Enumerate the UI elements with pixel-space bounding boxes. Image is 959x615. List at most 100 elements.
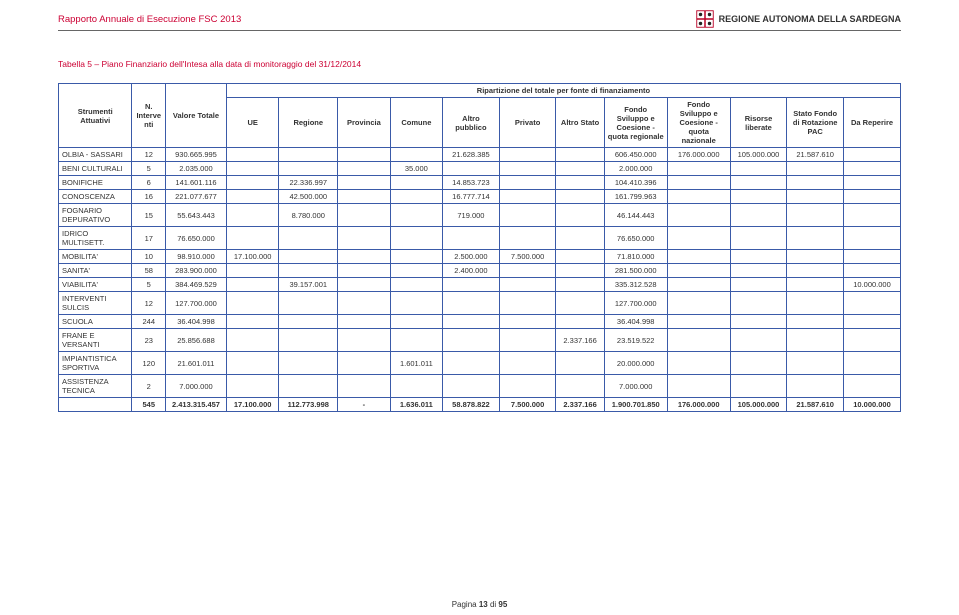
data-cell [667, 227, 730, 250]
data-cell [556, 375, 604, 398]
data-cell: 2.500.000 [443, 250, 500, 264]
data-cell [499, 204, 556, 227]
total-cell: 2.337.166 [556, 398, 604, 412]
data-cell [226, 315, 278, 329]
data-cell [338, 148, 390, 162]
data-cell: 10.000.000 [844, 278, 901, 292]
data-cell: 105.000.000 [730, 148, 787, 162]
data-cell [787, 352, 844, 375]
data-cell: 384.469.529 [166, 278, 227, 292]
data-cell [338, 278, 390, 292]
data-cell [390, 190, 442, 204]
data-cell [443, 227, 500, 250]
data-cell [279, 250, 338, 264]
data-cell [730, 227, 787, 250]
data-cell: 120 [132, 352, 166, 375]
data-cell [390, 250, 442, 264]
data-cell: 1.601.011 [390, 352, 442, 375]
data-cell: 23.519.522 [604, 329, 667, 352]
col-group-ripartizione: Ripartizione del totale per fonte di fin… [226, 84, 900, 98]
data-cell [226, 190, 278, 204]
data-cell: 2.337.166 [556, 329, 604, 352]
data-cell: 36.404.998 [604, 315, 667, 329]
data-cell [667, 176, 730, 190]
total-cell: 112.773.998 [279, 398, 338, 412]
data-cell [667, 264, 730, 278]
row-label-cell: IMPIANTISTICA SPORTIVA [59, 352, 132, 375]
data-cell: 7.000.000 [604, 375, 667, 398]
row-label-cell: INTERVENTI SULCIS [59, 292, 132, 315]
data-cell [226, 264, 278, 278]
table-row: CONOSCENZA16221.077.67742.500.00016.777.… [59, 190, 901, 204]
data-cell [338, 190, 390, 204]
col-fondo-nazionale: Fondo Sviluppo e Coesione - quota nazion… [667, 98, 730, 148]
data-cell [390, 278, 442, 292]
data-cell [499, 176, 556, 190]
financial-table: Strumenti Attuativi N. Interventi Valore… [58, 83, 901, 412]
total-cell: 545 [132, 398, 166, 412]
row-label-cell: MOBILITA' [59, 250, 132, 264]
data-cell [787, 204, 844, 227]
data-cell: 39.157.001 [279, 278, 338, 292]
data-cell [390, 148, 442, 162]
data-cell [730, 162, 787, 176]
row-label-cell: VIABILITA' [59, 278, 132, 292]
data-cell: 2.400.000 [443, 264, 500, 278]
data-cell [499, 264, 556, 278]
data-cell: 12 [132, 292, 166, 315]
region-name: REGIONE AUTONOMA DELLA SARDEGNA [719, 14, 901, 24]
data-cell: 930.665.995 [166, 148, 227, 162]
data-cell [667, 352, 730, 375]
data-cell [443, 329, 500, 352]
data-cell [279, 315, 338, 329]
data-cell: 76.650.000 [166, 227, 227, 250]
data-cell [443, 375, 500, 398]
table-total-row: 5452.413.315.45717.100.000112.773.998-1.… [59, 398, 901, 412]
data-cell [390, 329, 442, 352]
data-cell [667, 204, 730, 227]
data-cell [226, 176, 278, 190]
data-cell [338, 204, 390, 227]
data-cell: 42.500.000 [279, 190, 338, 204]
data-cell [226, 204, 278, 227]
data-cell [226, 292, 278, 315]
data-cell [844, 204, 901, 227]
data-cell: 221.077.677 [166, 190, 227, 204]
data-cell: 15 [132, 204, 166, 227]
col-privato: Privato [499, 98, 556, 148]
row-label-cell: SCUOLA [59, 315, 132, 329]
col-n-interventi: N. Interventi [132, 84, 166, 148]
table-row: MOBILITA'1098.910.00017.100.0002.500.000… [59, 250, 901, 264]
data-cell [556, 352, 604, 375]
table-row: ASSISTENZA TECNICA27.000.0007.000.000 [59, 375, 901, 398]
row-label-cell: CONOSCENZA [59, 190, 132, 204]
data-cell: 281.500.000 [604, 264, 667, 278]
data-cell [338, 315, 390, 329]
data-cell [787, 292, 844, 315]
data-cell [667, 190, 730, 204]
data-cell [390, 204, 442, 227]
data-cell [226, 278, 278, 292]
data-cell [279, 227, 338, 250]
data-cell [787, 375, 844, 398]
data-cell [844, 352, 901, 375]
data-cell: 71.810.000 [604, 250, 667, 264]
data-cell [226, 329, 278, 352]
data-cell [390, 315, 442, 329]
data-cell [787, 162, 844, 176]
data-cell [787, 250, 844, 264]
data-cell [556, 292, 604, 315]
data-cell [499, 315, 556, 329]
col-altro-pubblico: Altro pubblico [443, 98, 500, 148]
data-cell [844, 315, 901, 329]
data-cell [667, 329, 730, 352]
data-cell: 283.900.000 [166, 264, 227, 278]
data-cell [844, 190, 901, 204]
total-cell: 17.100.000 [226, 398, 278, 412]
total-cell: 21.587.610 [787, 398, 844, 412]
data-cell [226, 148, 278, 162]
data-cell [556, 162, 604, 176]
data-cell: 22.336.997 [279, 176, 338, 190]
data-cell: 2 [132, 375, 166, 398]
data-cell: 8.780.000 [279, 204, 338, 227]
